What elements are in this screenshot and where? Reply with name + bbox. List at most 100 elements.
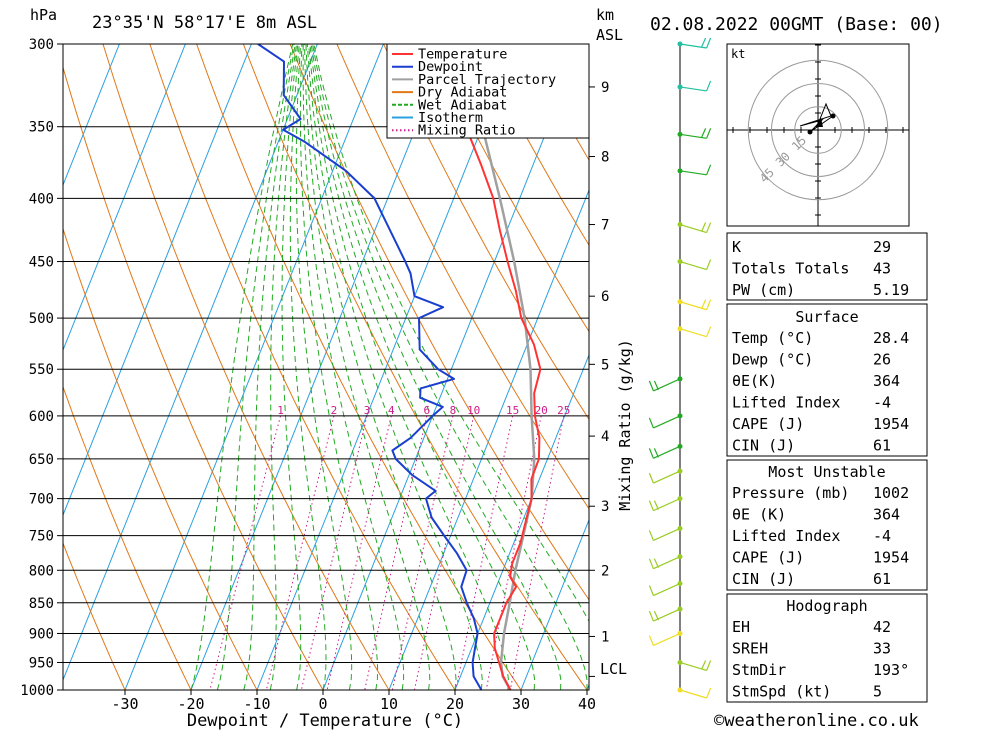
wind-barb-flag xyxy=(648,558,654,569)
mixing-ratio-labels: 1 2 3 4 6 8 10 15 20 25 xyxy=(277,404,570,417)
hodograph-point xyxy=(830,113,836,119)
table-row-value: 364 xyxy=(873,372,900,390)
isotherm-line xyxy=(190,44,450,690)
mixing-ratio-label: 10 xyxy=(467,404,480,417)
pressure-axis: 300 350 400 450 500 550 600 650 700 750 800 850 900 9… xyxy=(20,37,63,699)
table-row-value: 5 xyxy=(873,683,882,701)
isotherm-line xyxy=(322,44,582,690)
table-row-value: 364 xyxy=(873,506,900,524)
wind-barb-flag xyxy=(701,222,707,232)
wind-barb-flag xyxy=(701,299,707,309)
x-tick-label: 0 xyxy=(318,695,327,713)
km-label: km xyxy=(596,6,614,24)
isotherm-line xyxy=(520,518,589,690)
wet-adiabat-line xyxy=(243,44,296,690)
wind-barb-flag xyxy=(648,635,654,646)
y-tick-label: 900 xyxy=(29,626,54,642)
copyright-footer: ©weatheronline.co.uk xyxy=(714,711,919,731)
wind-barb-flag xyxy=(648,530,654,541)
x-tick-label: 40 xyxy=(578,695,596,713)
y-tick-label: 950 xyxy=(29,655,54,671)
y-tick-label: 500 xyxy=(29,311,54,327)
dry-adiabat-line xyxy=(63,541,126,690)
wind-barb-flag xyxy=(706,80,712,92)
mixing-ratio-label: 1 xyxy=(277,404,284,417)
wind-barb-flag xyxy=(653,448,659,458)
table-row-value: 61 xyxy=(873,570,891,588)
wet-adiabat-line xyxy=(302,44,405,690)
km-tick-label: 8 xyxy=(601,150,609,166)
table-row-label: Dewp (°C) xyxy=(732,351,813,369)
wind-barb xyxy=(679,170,707,176)
wind-barb-flag xyxy=(706,326,712,337)
wind-barb-flag xyxy=(648,380,654,392)
isotherm-line xyxy=(124,44,384,690)
km-tick-label: 6 xyxy=(601,289,609,305)
mixing-ratio-label: 6 xyxy=(423,404,430,417)
hodograph-table-title: Hodograph xyxy=(786,597,867,615)
table-row-label: Lifted Index xyxy=(732,527,840,545)
lcl-label: LCL xyxy=(600,660,627,678)
hodograph-point xyxy=(807,129,813,135)
stats-tables: K 29 Totals Totals 43 PW (cm) 5.19 Surface Temp… xyxy=(726,232,928,703)
table-row-label: StmDir xyxy=(732,661,786,679)
table-row-label: CIN (J) xyxy=(732,570,795,588)
wind-barb xyxy=(653,582,681,597)
x-tick-label: 20 xyxy=(446,695,464,713)
wind-barb-flag xyxy=(648,448,654,459)
temperature-axis: -30 -20 -10 0 10 20 30 40 xyxy=(111,690,596,713)
legend-label: Isotherm xyxy=(418,110,483,126)
wind-barb xyxy=(679,689,707,699)
table-row-label: CAPE (J) xyxy=(732,415,804,433)
mixing-ratio-line xyxy=(265,415,335,690)
table-row-label: θE(K) xyxy=(732,372,777,390)
km-tick-label: 4 xyxy=(601,429,609,445)
wind-barb-flag xyxy=(648,417,654,429)
surface-title: Surface xyxy=(795,308,858,326)
x-axis-label: Dewpoint / Temperature (°C) xyxy=(187,711,463,731)
mixing-ratio-line xyxy=(455,415,514,690)
mixing-ratio-label: 20 xyxy=(535,404,548,417)
hodograph-unit-label: kt xyxy=(731,47,745,61)
wind-barb-flag xyxy=(648,472,654,484)
table-row-value: 1954 xyxy=(873,415,909,433)
table-row-value: 43 xyxy=(873,260,891,278)
legend-label: Mixing Ratio xyxy=(418,123,516,139)
km-tick-label: 7 xyxy=(601,218,609,234)
wind-barb xyxy=(679,43,707,49)
table-row-label: PW (cm) xyxy=(732,281,795,299)
wind-barb-flag xyxy=(701,37,707,48)
pressure-unit-label: hPa xyxy=(30,6,57,24)
wind-barb xyxy=(679,260,707,271)
wind-barb-flag xyxy=(701,660,707,670)
most-unstable-title: Most Unstable xyxy=(768,463,885,481)
table-row-label: Temp (°C) xyxy=(732,329,813,347)
wind-barb xyxy=(653,415,681,429)
table-row-value: 61 xyxy=(873,437,891,455)
wind-barb-flag xyxy=(706,687,712,699)
table-row-value: 33 xyxy=(873,640,891,658)
wind-barb-flag xyxy=(706,222,712,233)
wind-barb-flag xyxy=(648,585,654,596)
wind-barb xyxy=(679,133,707,139)
y-tick-label: 1000 xyxy=(20,683,54,699)
x-tick-label: -30 xyxy=(111,695,138,713)
isotherm-line xyxy=(63,44,120,187)
legend-label: Wet Adiabat xyxy=(418,97,507,113)
table-row-label: CAPE (J) xyxy=(732,549,804,567)
km-tick-label: 1 xyxy=(601,629,609,645)
wind-barb-flag xyxy=(653,500,659,510)
table-row-label: StmSpd (kt) xyxy=(732,683,831,701)
mixing-ratio-label: 25 xyxy=(557,404,570,417)
km-tick-label: 3 xyxy=(601,499,609,515)
table-row-value: 193° xyxy=(873,661,909,679)
dry-adiabat-line xyxy=(429,44,589,333)
x-tick-label: -10 xyxy=(243,695,270,713)
wind-barb-flag xyxy=(706,128,712,139)
dry-adiabat-line xyxy=(476,44,589,247)
wet-adiabat-line xyxy=(312,44,588,690)
wind-barb-flag xyxy=(706,299,712,310)
table-row-value: 28.4 xyxy=(873,329,909,347)
table-row-value: 42 xyxy=(873,618,891,636)
